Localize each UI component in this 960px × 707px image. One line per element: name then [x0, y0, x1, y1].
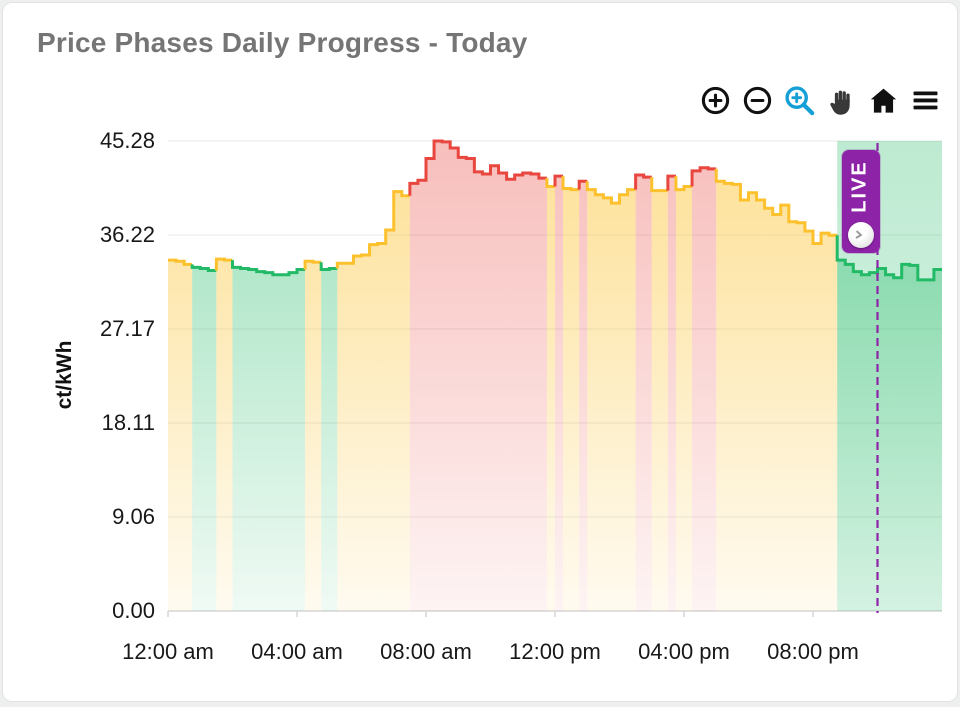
- yellow-phase-line: [676, 176, 692, 189]
- yellow-phase-area: [547, 186, 555, 611]
- live-badge-label: LIVE: [849, 160, 872, 212]
- red-phase-area: [410, 141, 547, 611]
- red-phase-area: [579, 181, 587, 611]
- y-tick-label: 45.28: [3, 130, 155, 152]
- clock-icon: [848, 222, 874, 248]
- green-phase-area: [192, 267, 216, 611]
- x-tick-label: 04:00 pm: [609, 641, 759, 663]
- green-phase-line: [321, 262, 337, 269]
- y-tick-label: 9.06: [3, 506, 155, 528]
- red-phase-area: [668, 176, 676, 611]
- yellow-phase-area: [305, 261, 321, 611]
- yellow-phase-area: [337, 192, 410, 611]
- x-tick-label: 08:00 am: [351, 641, 501, 663]
- x-tick-label: 12:00 am: [93, 641, 243, 663]
- red-phase-area: [636, 175, 652, 611]
- yellow-phase-area: [563, 189, 579, 611]
- yellow-phase-area: [216, 259, 232, 611]
- red-phase-area: [555, 176, 563, 611]
- green-phase-area: [321, 268, 337, 611]
- y-tick-label: 36.22: [3, 224, 155, 246]
- green-phase-area: [837, 260, 942, 611]
- price-chart: ct/kWh 45.28 36.22 27.17 18.11 9.06 0.00 12:0…: [3, 3, 957, 701]
- live-badge: LIVE: [842, 150, 880, 253]
- y-tick-label: 27.17: [3, 318, 155, 340]
- yellow-phase-area: [168, 260, 192, 611]
- x-tick-label: 04:00 am: [222, 641, 372, 663]
- yellow-phase-area: [716, 181, 837, 611]
- y-axis-title: ct/kWh: [53, 341, 77, 410]
- phase-area-fills: [168, 141, 942, 611]
- x-tick-label: 12:00 pm: [480, 641, 630, 663]
- yellow-phase-line: [563, 176, 579, 189]
- yellow-phase-area: [587, 190, 635, 611]
- y-tick-label: 0.00: [3, 600, 155, 622]
- yellow-phase-area: [676, 186, 692, 611]
- green-phase-area: [233, 267, 306, 611]
- y-tick-label: 18.11: [3, 412, 155, 434]
- x-tick-label: 08:00 pm: [738, 641, 888, 663]
- yellow-phase-line: [652, 177, 668, 190]
- red-phase-area: [692, 168, 716, 611]
- yellow-phase-area: [652, 191, 668, 611]
